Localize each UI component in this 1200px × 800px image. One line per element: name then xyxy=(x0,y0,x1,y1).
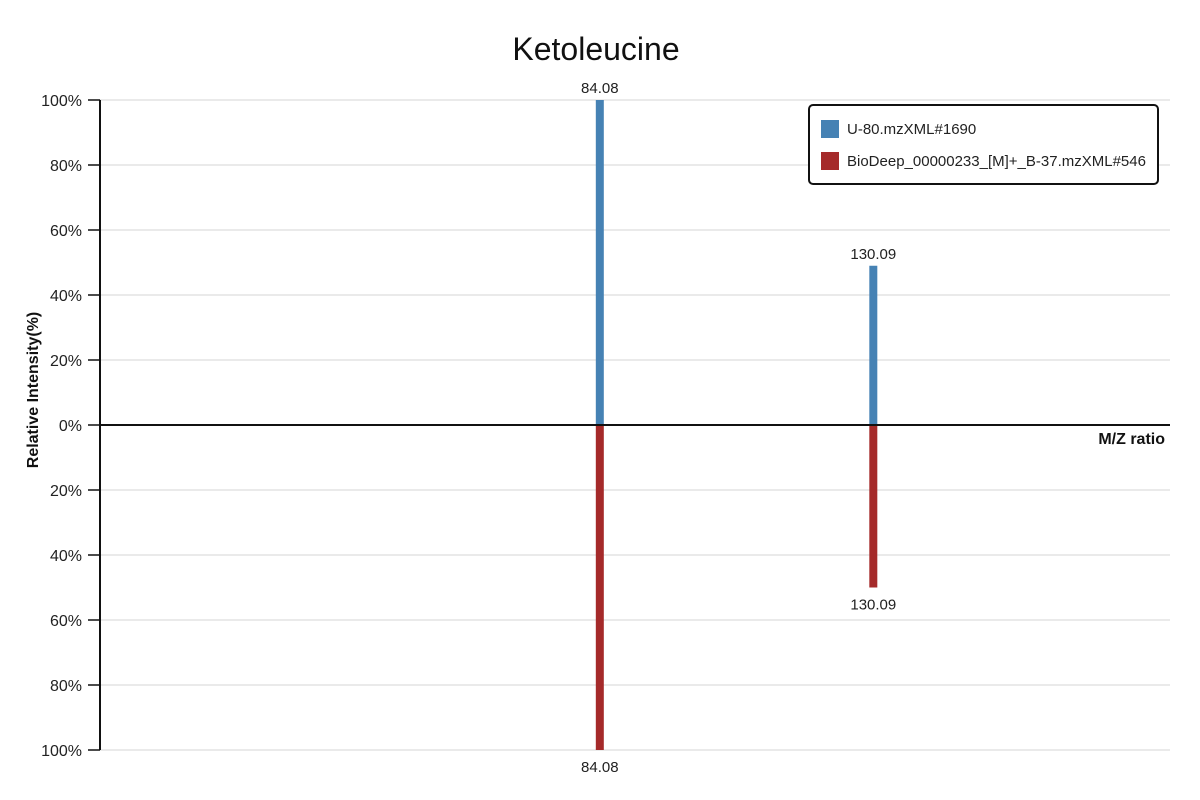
spectrum-bars xyxy=(595,100,878,750)
y-tick-label: 40% xyxy=(50,548,82,565)
y-axis-ticks: 100% 80% 60% 40% 20% 0% 20% 40% 60% 80% 100% xyxy=(41,93,100,760)
spectrum-bar xyxy=(595,425,604,750)
peak-label: 84.08 xyxy=(581,80,619,97)
legend-box xyxy=(808,104,1159,185)
legend-label: U-80.mzXML#1690 xyxy=(847,121,976,138)
spectrum-bar xyxy=(869,425,878,588)
y-tick-label: 80% xyxy=(50,678,82,695)
y-tick-label: 60% xyxy=(50,613,82,630)
grid-lines xyxy=(100,99,1170,751)
legend-label: BioDeep_00000233_[M]+_B-37.mzXML#546 xyxy=(847,153,1146,170)
legend-swatch xyxy=(821,152,839,170)
chart-title: Ketoleucine xyxy=(512,31,679,67)
legend-items: U-80.mzXML#1690 BioDeep_00000233_[M]+_B-3… xyxy=(821,120,1146,170)
spectrum-bar xyxy=(595,100,604,425)
y-axis-label: Relative Intensity(%) xyxy=(25,312,42,468)
y-tick-label: 20% xyxy=(50,483,82,500)
y-tick-label: 40% xyxy=(50,288,82,305)
y-tick-label: 100% xyxy=(41,743,82,760)
legend: U-80.mzXML#1690 BioDeep_00000233_[M]+_B-3… xyxy=(808,104,1159,185)
legend-swatch xyxy=(821,120,839,138)
peak-label: 130.09 xyxy=(850,246,896,263)
peak-labels: 84.08 130.09 84.08 130.09 xyxy=(581,80,896,776)
y-tick-label: 80% xyxy=(50,158,82,175)
spectrum-bar xyxy=(869,265,878,425)
y-tick-label: 20% xyxy=(50,353,82,370)
x-axis-label: M/Z ratio xyxy=(1098,431,1165,448)
peak-label: 84.08 xyxy=(581,759,619,776)
y-tick-label: 0% xyxy=(59,418,82,435)
y-tick-label: 100% xyxy=(41,93,82,110)
y-tick-label: 60% xyxy=(50,223,82,240)
peak-label: 130.09 xyxy=(850,597,896,614)
